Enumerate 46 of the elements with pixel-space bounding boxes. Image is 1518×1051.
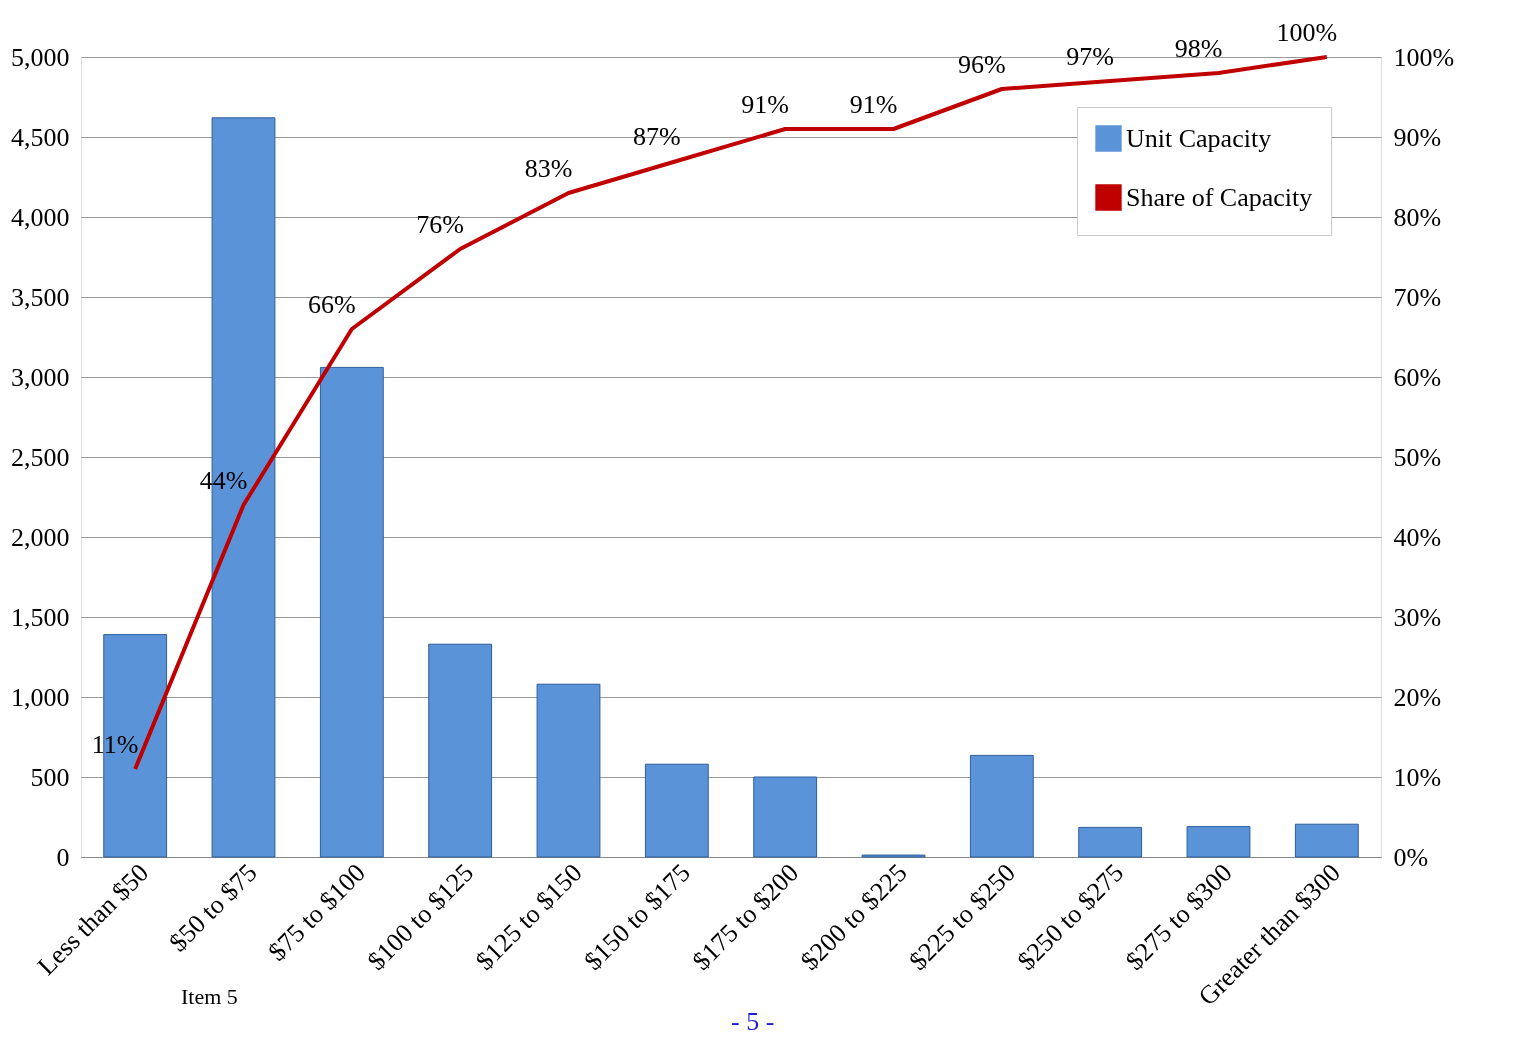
bar <box>319 366 384 858</box>
y2-tick-label: 80% <box>1393 202 1442 232</box>
data-label: 97% <box>1066 42 1114 71</box>
y-tick-label: 0 <box>56 842 70 872</box>
legend-label: Unit Capacity <box>1126 123 1272 153</box>
bar <box>428 643 493 858</box>
data-label: 66% <box>308 290 356 319</box>
data-label: 98% <box>1174 34 1223 63</box>
y-tick-label: 2,500 <box>11 442 70 472</box>
y-tick-label: 500 <box>30 762 70 792</box>
y-tick-label: 3,500 <box>11 282 70 312</box>
y2-tick-label: 90% <box>1393 122 1442 152</box>
bar <box>753 776 818 858</box>
y2-tick-label: 10% <box>1393 762 1442 792</box>
y-tick-label: 1,000 <box>11 682 70 712</box>
y2-tick-label: 30% <box>1393 602 1442 632</box>
bar <box>969 754 1034 858</box>
data-label: 91% <box>849 90 898 119</box>
data-label: 83% <box>524 154 573 183</box>
y-tick-label: 5,000 <box>11 42 70 72</box>
y-tick-label: 4,000 <box>11 202 70 232</box>
y2-tick-label: 60% <box>1393 362 1442 392</box>
bar <box>1186 826 1251 858</box>
y2-tick-label: 20% <box>1393 682 1442 712</box>
bar <box>536 683 601 858</box>
x-tick-label: $50 to $75 <box>163 858 263 958</box>
data-label: 76% <box>416 210 464 239</box>
data-label: 96% <box>958 50 1006 79</box>
text: - 5 - <box>731 1007 775 1036</box>
data-label: 100% <box>1276 18 1338 47</box>
y2-tick-label: 50% <box>1393 442 1442 472</box>
y-tick-label: 4,500 <box>11 122 70 152</box>
data-label: 87% <box>633 122 681 151</box>
y-tick-label: 2,000 <box>11 522 70 552</box>
y-tick-label: 1,500 <box>11 602 70 632</box>
y2-tick-label: 0% <box>1393 842 1429 872</box>
y2-tick-label: 100% <box>1393 42 1455 72</box>
y2-tick-label: 40% <box>1393 522 1442 552</box>
bar <box>1294 823 1359 858</box>
data-label: 91% <box>741 90 789 119</box>
text: Item 5 <box>181 984 238 1009</box>
legend-label: Share of Capacity <box>1126 182 1313 212</box>
y2-tick-label: 70% <box>1393 282 1442 312</box>
bar <box>644 763 709 858</box>
bar <box>1078 826 1143 858</box>
y-tick-label: 3,000 <box>11 362 70 392</box>
